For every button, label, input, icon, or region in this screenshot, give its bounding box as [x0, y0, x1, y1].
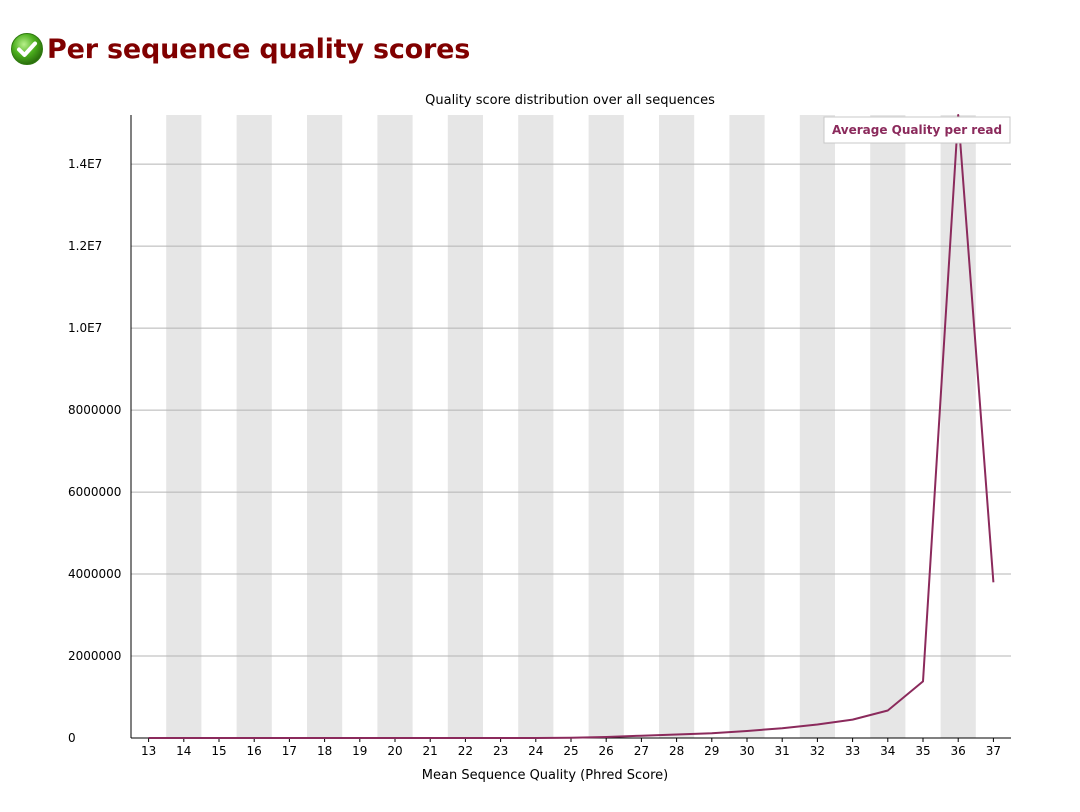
- x-axis-label: Mean Sequence Quality (Phred Score): [422, 768, 668, 783]
- y-tick-label: 2000000: [68, 649, 121, 663]
- y-tick-label: 0: [68, 731, 76, 745]
- y-tick-label: 1.0E7: [68, 321, 102, 335]
- stripe-band: [870, 115, 906, 738]
- stripe-band: [799, 115, 835, 738]
- x-tick-label: 27: [634, 744, 649, 758]
- x-tick-label: 28: [669, 744, 684, 758]
- x-tick-label: 13: [141, 744, 156, 758]
- x-tick-label: 32: [810, 744, 825, 758]
- x-tick-label: 29: [704, 744, 719, 758]
- series-line: [148, 114, 995, 739]
- x-tick-label: 22: [458, 744, 473, 758]
- stripe-band: [377, 115, 413, 738]
- x-tick-label: 24: [528, 744, 543, 758]
- page-title: Per sequence quality scores: [47, 33, 471, 65]
- x-tick-label: 26: [599, 744, 614, 758]
- x-tick-label: 14: [176, 744, 191, 758]
- y-tick-label: 1.4E7: [68, 157, 102, 171]
- x-tick-label: 20: [387, 744, 402, 758]
- x-tick-label: 21: [423, 744, 438, 758]
- stripe-band: [588, 115, 624, 738]
- stripe-band: [307, 115, 343, 738]
- y-tick-label: 4000000: [68, 567, 121, 581]
- y-tick-label: 8000000: [68, 403, 121, 417]
- x-tick-label: 34: [880, 744, 895, 758]
- stripe-band: [447, 115, 483, 738]
- x-tick-label: 15: [211, 744, 226, 758]
- x-tick-label: 16: [247, 744, 262, 758]
- x-tick-label: 33: [845, 744, 860, 758]
- x-tick-label: 18: [317, 744, 332, 758]
- chart-stripes: [166, 115, 976, 738]
- x-tick-label: 19: [352, 744, 367, 758]
- x-tick-label: 17: [282, 744, 297, 758]
- chart-series: [148, 114, 995, 739]
- x-tick-label: 25: [563, 744, 578, 758]
- stripe-band: [729, 115, 765, 738]
- y-tick-label: 1.2E7: [68, 239, 102, 253]
- legend-box: [823, 116, 1011, 144]
- section-header: Per sequence quality scores: [10, 24, 470, 74]
- x-tick-labels: 13 14 15 16 17 18 19 20 21 22 23 24 25 26 27 28 29 30 31 32…: [141, 738, 1001, 758]
- chart-title: Quality score distribution over all sequ…: [425, 93, 715, 108]
- pass-check-icon: [10, 32, 44, 66]
- legend-label: Average Quality per read: [832, 123, 1002, 137]
- x-tick-label: 31: [775, 744, 790, 758]
- y-tick-label: 6000000: [68, 485, 121, 499]
- x-tick-label: 37: [986, 744, 1001, 758]
- stripe-band: [659, 115, 695, 738]
- x-tick-label: 23: [493, 744, 508, 758]
- x-tick-label: 36: [951, 744, 966, 758]
- y-tick-labels: 0 2000000 4000000 6000000 8000000 1.0E7 1.2E7 1…: [68, 157, 121, 745]
- x-tick-label: 30: [739, 744, 754, 758]
- stripe-band: [518, 115, 554, 738]
- stripe-band: [940, 115, 976, 738]
- stripe-band: [236, 115, 272, 738]
- stripe-band: [166, 115, 202, 738]
- x-tick-label: 35: [915, 744, 930, 758]
- chart-legend: Average Quality per read: [823, 116, 1011, 144]
- chart-gridlines: [131, 163, 1011, 657]
